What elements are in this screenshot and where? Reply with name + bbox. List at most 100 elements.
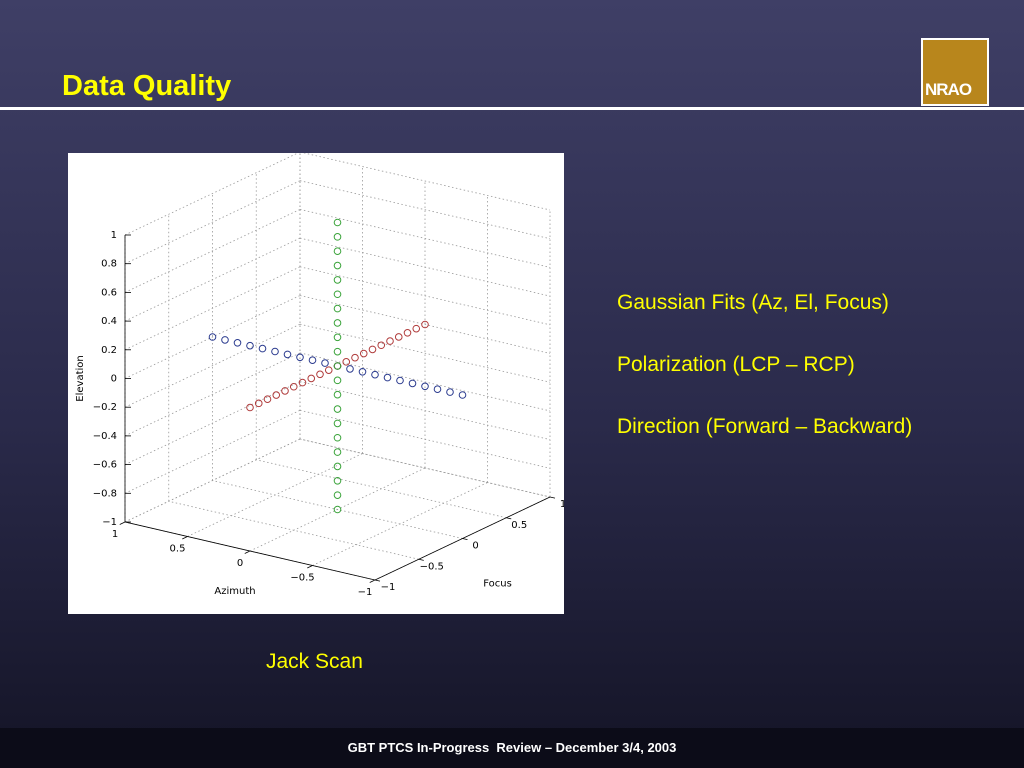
data-point bbox=[421, 320, 429, 329]
data-point bbox=[333, 362, 342, 370]
z-axis-label: Elevation bbox=[75, 355, 86, 401]
data-point bbox=[281, 387, 289, 395]
tick-mark bbox=[549, 496, 556, 499]
data-point bbox=[283, 350, 292, 359]
z-tick-label: 0.6 bbox=[101, 287, 117, 298]
title-rule bbox=[0, 107, 1024, 110]
y-tick-label: 1 bbox=[560, 499, 564, 510]
bullet: Direction (Forward – Backward) bbox=[617, 415, 913, 438]
z-tick-label: −0.2 bbox=[93, 402, 117, 413]
data-point bbox=[333, 290, 342, 299]
data-point bbox=[377, 341, 386, 350]
data-point bbox=[412, 324, 421, 333]
tick-mark bbox=[182, 536, 188, 540]
data-point bbox=[333, 319, 342, 327]
x-axis-label: Azimuth bbox=[214, 586, 255, 597]
data-point bbox=[333, 376, 342, 385]
grid-line bbox=[124, 153, 299, 236]
y-tick-label: 0.5 bbox=[511, 520, 527, 531]
data-point bbox=[272, 391, 281, 399]
z-tick-label: 0.2 bbox=[101, 345, 117, 356]
z-tick-label: −0.8 bbox=[93, 488, 117, 499]
data-point bbox=[263, 395, 272, 403]
grid-line bbox=[124, 323, 301, 408]
data-point bbox=[421, 382, 429, 391]
bullet: Gaussian Fits (Az, El, Focus) bbox=[617, 291, 889, 314]
data-point bbox=[333, 218, 342, 227]
z-tick-label: −1 bbox=[102, 517, 117, 528]
grid-line bbox=[256, 459, 507, 519]
footer: GBT PTCS In-Progress Review – December 3… bbox=[347, 740, 677, 755]
z-tick-label: 1 bbox=[111, 230, 117, 241]
data-point bbox=[396, 376, 404, 385]
grid-line bbox=[124, 237, 301, 322]
data-point bbox=[333, 433, 342, 442]
data-point bbox=[254, 399, 263, 408]
grid-line bbox=[302, 153, 551, 211]
data-point bbox=[386, 337, 394, 345]
footer-bar: GBT PTCS In-Progress Review – December 3… bbox=[0, 728, 1024, 768]
data-point bbox=[403, 329, 412, 337]
data-point bbox=[333, 491, 342, 499]
tick-mark bbox=[506, 517, 512, 520]
grid-line bbox=[299, 209, 551, 268]
data-point bbox=[394, 333, 403, 341]
y-tick-label: −0.5 bbox=[420, 561, 444, 572]
grid-line bbox=[299, 438, 551, 498]
data-point bbox=[333, 247, 342, 255]
data-point bbox=[359, 349, 368, 358]
data-point bbox=[351, 353, 359, 362]
grid-line bbox=[299, 180, 551, 240]
x-tick-label: −1 bbox=[358, 587, 373, 598]
data-point bbox=[246, 341, 254, 350]
grid-line bbox=[124, 381, 301, 465]
data-point bbox=[333, 462, 342, 471]
grid-line bbox=[124, 295, 301, 379]
data-point bbox=[333, 233, 342, 241]
z-tick-label: −0.6 bbox=[93, 460, 117, 471]
grid-line bbox=[299, 295, 551, 354]
data-point bbox=[307, 374, 316, 383]
data-point bbox=[333, 448, 342, 456]
data-point bbox=[321, 359, 329, 367]
grid-line bbox=[124, 266, 301, 351]
data-point bbox=[333, 419, 342, 428]
logo: NRAO bbox=[921, 38, 989, 106]
tick-mark bbox=[374, 579, 381, 582]
axis-line bbox=[374, 496, 551, 581]
data-point bbox=[371, 370, 379, 379]
z-tick-label: 0 bbox=[111, 374, 117, 385]
grid-line bbox=[299, 323, 551, 383]
data-point bbox=[333, 477, 342, 485]
tick-mark bbox=[244, 550, 251, 554]
x-tick-label: −0.5 bbox=[290, 573, 314, 584]
grid-line bbox=[299, 352, 551, 412]
tick-mark bbox=[369, 579, 376, 583]
data-point bbox=[333, 333, 342, 342]
data-point bbox=[433, 385, 442, 393]
grid-line bbox=[299, 409, 551, 469]
logo-text: NRAO bbox=[925, 80, 972, 99]
grid-line bbox=[299, 381, 551, 440]
data-point bbox=[458, 391, 467, 399]
data-point bbox=[289, 382, 298, 391]
caption: Jack Scan bbox=[266, 650, 363, 673]
data-point bbox=[308, 356, 317, 364]
data-point bbox=[296, 353, 304, 362]
data-point bbox=[333, 405, 342, 413]
data-point bbox=[333, 390, 342, 399]
data-point bbox=[316, 370, 324, 379]
data-point bbox=[333, 347, 342, 356]
data-point bbox=[333, 276, 342, 284]
grid-line bbox=[124, 209, 301, 293]
data-point bbox=[408, 379, 417, 388]
figure: −1−0.500.51−1−0.500.51−1−0.8−0.6−0.4−0.2… bbox=[68, 153, 564, 614]
data-point bbox=[368, 345, 377, 354]
tick-mark bbox=[462, 538, 468, 541]
grid-line bbox=[212, 480, 463, 539]
grid-line bbox=[124, 438, 301, 523]
tick-mark bbox=[307, 565, 313, 569]
data-point bbox=[333, 304, 342, 313]
data-point bbox=[324, 366, 333, 374]
